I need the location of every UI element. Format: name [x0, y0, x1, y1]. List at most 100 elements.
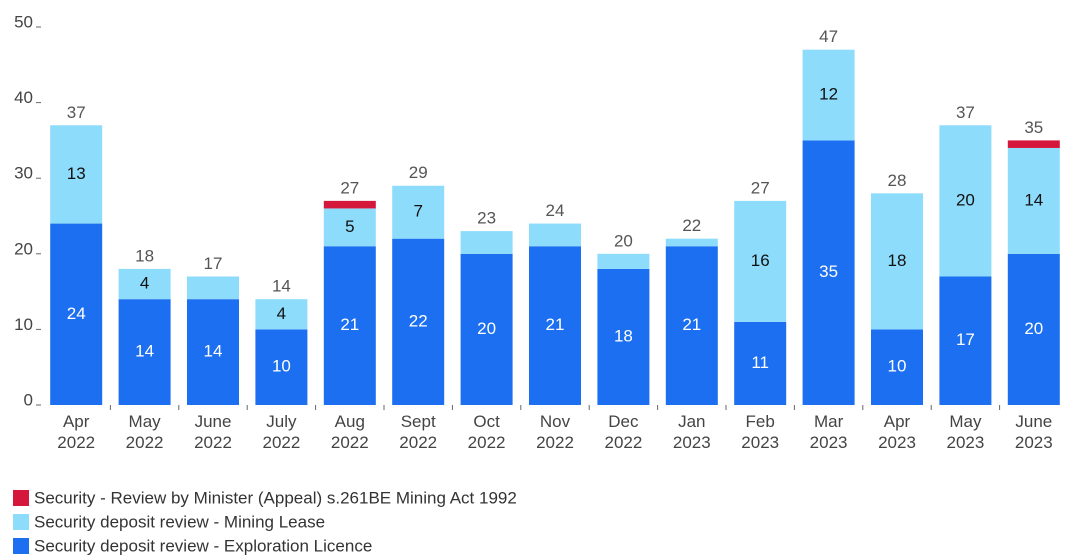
- legend-label: Security - Review by Minister (Appeal) s…: [34, 488, 517, 507]
- bar-segment: [50, 223, 103, 405]
- y-tick-label: 0: [24, 390, 33, 409]
- x-tick-label: May 2022: [126, 412, 164, 452]
- total-label: 20: [614, 231, 633, 250]
- total-label: 18: [135, 246, 154, 265]
- total-label: 17: [204, 254, 223, 273]
- x-tick-label: Apr 2022: [57, 412, 95, 452]
- total-label: 47: [819, 27, 838, 46]
- bar-segment: [597, 253, 650, 269]
- x-tick-label-line: 2022: [262, 433, 300, 452]
- y-tick-label: 30: [14, 164, 33, 183]
- bar-segment: [871, 193, 923, 330]
- legend-swatch: [13, 490, 29, 506]
- data-label: 21: [340, 315, 359, 334]
- x-tick-label: May 2023: [946, 412, 984, 452]
- bar-segment: [323, 208, 376, 247]
- x-tick-label-line: Mar: [814, 412, 844, 431]
- x-tick-label-line: June: [1015, 412, 1052, 431]
- x-tick-label-line: Jan: [678, 412, 705, 431]
- data-label: 18: [888, 251, 907, 270]
- legend-label: Security deposit review - Mining Lease: [34, 512, 325, 531]
- x-tick-label-line: Oct: [473, 412, 500, 431]
- y-tick-label: 40: [14, 88, 33, 107]
- x-tick-label-line: July: [266, 412, 297, 431]
- bar-segment: [597, 268, 650, 405]
- bar-segment: [323, 246, 376, 405]
- total-label: 24: [546, 201, 565, 220]
- total-label: 28: [888, 171, 907, 190]
- bar-segment: [665, 246, 718, 405]
- total-label: 27: [751, 178, 770, 197]
- bar-segment: [392, 238, 445, 405]
- data-label: 21: [682, 315, 701, 334]
- total-label: 29: [409, 163, 428, 182]
- data-label: 24: [67, 304, 86, 323]
- x-tick-label-line: 2023: [946, 433, 984, 452]
- x-tick-label: Dec 2022: [604, 412, 642, 452]
- data-label: 20: [956, 190, 975, 209]
- data-label: 7: [413, 202, 422, 221]
- x-tick-label-line: 2022: [126, 433, 164, 452]
- data-label: 18: [614, 326, 633, 345]
- data-label: 16: [751, 251, 770, 270]
- data-label: 17: [956, 330, 975, 349]
- legend-swatch: [13, 514, 29, 530]
- x-tick-label-line: 2022: [468, 433, 506, 452]
- x-tick-label-line: 2023: [1015, 433, 1053, 452]
- x-tick-label-line: Nov: [540, 412, 571, 431]
- data-label: 5: [345, 217, 354, 236]
- x-tick-label-line: 2022: [536, 433, 574, 452]
- data-label: 14: [135, 342, 154, 361]
- bar-segment: [323, 200, 376, 209]
- total-label: 23: [477, 209, 496, 228]
- x-tick-label-line: Apr: [63, 412, 90, 431]
- data-label: 35: [819, 262, 838, 281]
- x-tick-label-line: Dec: [608, 412, 639, 431]
- x-tick-label-line: 2022: [604, 433, 642, 452]
- bar-segment: [939, 125, 992, 277]
- bar-segment: [392, 185, 445, 239]
- x-tick-label-line: May: [129, 412, 162, 431]
- x-tick-label: Oct 2022: [468, 412, 506, 452]
- x-tick-label-line: 2023: [878, 433, 916, 452]
- x-tick-label-line: 2023: [741, 433, 779, 452]
- x-tick-label: Mar 2023: [810, 412, 848, 452]
- total-label: 22: [682, 216, 701, 235]
- bar-segment: [118, 268, 171, 300]
- data-label: 10: [888, 357, 907, 376]
- data-label: 4: [277, 304, 286, 323]
- y-tick-label: 10: [14, 315, 33, 334]
- total-label: 37: [956, 103, 975, 122]
- x-tick-label-line: Aug: [335, 412, 365, 431]
- x-tick-label: Aug 2022: [331, 412, 369, 452]
- bar-segment: [255, 299, 308, 330]
- x-tick-label-line: Apr: [884, 412, 911, 431]
- bar-segment: [802, 140, 855, 405]
- x-tick-label: July 2022: [262, 412, 300, 452]
- bar-segment: [118, 299, 171, 405]
- x-tick-label-line: 2023: [673, 433, 711, 452]
- bar-segment: [939, 276, 992, 405]
- bar-segment: [802, 49, 855, 141]
- x-tick-label: Nov 2022: [536, 412, 574, 452]
- total-label: 27: [340, 178, 359, 197]
- bar-segment: [50, 125, 103, 224]
- data-label: 20: [1024, 319, 1043, 338]
- y-tick-label: 20: [14, 239, 33, 258]
- bar-segment: [529, 246, 581, 405]
- x-tick-label: Jan 2023: [673, 412, 711, 452]
- x-tick-label: June 2022: [194, 412, 232, 452]
- bar-segment: [460, 231, 513, 254]
- x-tick-label-line: 2022: [399, 433, 437, 452]
- bar-segment: [1007, 140, 1060, 148]
- x-tick-label-line: 2022: [57, 433, 95, 452]
- data-label: 14: [1024, 190, 1043, 209]
- data-label: 4: [140, 274, 149, 293]
- x-tick-label: Feb 2023: [741, 412, 779, 452]
- x-tick-label-line: 2022: [194, 433, 232, 452]
- x-tick-label-line: May: [949, 412, 982, 431]
- data-label: 20: [477, 319, 496, 338]
- total-label: 35: [1024, 118, 1043, 137]
- data-label: 11: [751, 353, 769, 372]
- bar-segment: [871, 329, 923, 405]
